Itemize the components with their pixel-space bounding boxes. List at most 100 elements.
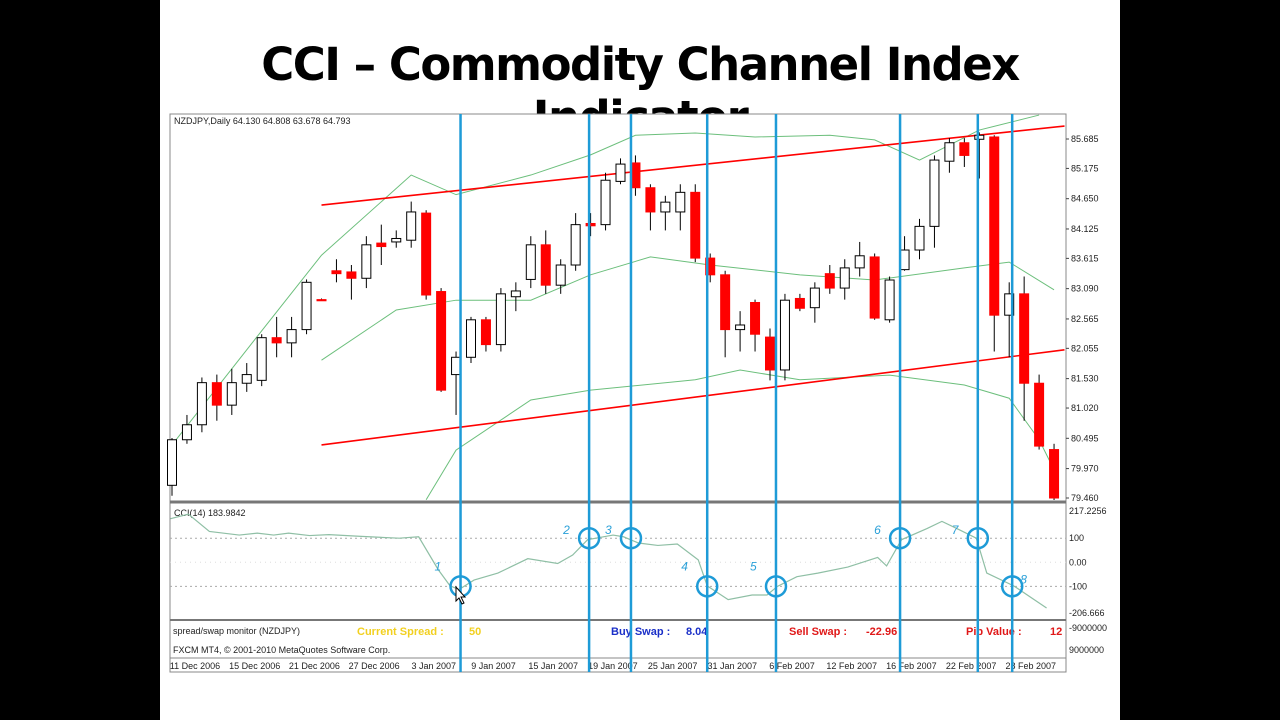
signal-circle <box>764 575 788 598</box>
cci-label: CCI(14) 183.9842 <box>174 508 246 518</box>
candle-body <box>525 244 536 280</box>
candle <box>720 270 731 358</box>
signal-circle <box>619 526 643 550</box>
candle-body <box>929 159 940 227</box>
candle-body <box>824 273 835 289</box>
candle-body <box>839 267 850 289</box>
candle-body <box>794 297 805 309</box>
candle <box>510 282 521 312</box>
candle-body <box>391 237 402 243</box>
candle <box>869 253 880 320</box>
sell-swap-value: -22.96 <box>866 626 897 638</box>
signal-marker: 6 <box>874 114 912 672</box>
candle <box>660 195 671 231</box>
signal-circle <box>966 526 990 550</box>
candle <box>540 230 551 294</box>
candle <box>286 316 297 358</box>
price-tick-label: 85.175 <box>1071 163 1099 173</box>
candle-body <box>241 374 252 384</box>
candle <box>436 288 447 392</box>
price-tick-label: 79.970 <box>1071 464 1099 474</box>
signal-number: 4 <box>681 559 688 573</box>
cci-tick-label: 0.00 <box>1069 557 1087 567</box>
price-tick-label: 83.090 <box>1071 284 1099 294</box>
candle-body <box>436 291 447 391</box>
buy-swap-value: 8.04 <box>686 626 708 638</box>
candle-body <box>495 293 506 346</box>
signal-marker: 3 <box>605 114 643 672</box>
candle <box>241 363 252 392</box>
candle-body <box>1004 293 1015 316</box>
candle <box>1004 282 1015 358</box>
signal-number: 8 <box>1020 572 1027 586</box>
candle <box>167 438 177 496</box>
candle-body <box>974 134 985 140</box>
candle-body <box>1019 293 1030 384</box>
candle-body <box>256 337 267 381</box>
signal-number: 7 <box>952 523 960 537</box>
candle-body <box>286 329 297 344</box>
price-tick-label: 85.685 <box>1071 134 1099 144</box>
signal-marker: 4 <box>681 114 719 672</box>
candle-body <box>914 225 925 251</box>
candle <box>211 374 222 421</box>
candle <box>495 288 506 352</box>
candle <box>331 259 342 283</box>
candle <box>480 316 491 352</box>
candle <box>779 293 790 381</box>
candle <box>690 184 701 263</box>
mouse-cursor-icon <box>455 585 467 605</box>
price-tick-label: 84.125 <box>1071 224 1099 234</box>
date-tick-label: 15 Jan 2007 <box>528 661 578 671</box>
candle <box>824 265 835 294</box>
date-tick-label: 19 Jan 2007 <box>588 661 638 671</box>
candle-body <box>1049 449 1060 499</box>
monitor-name: spread/swap monitor (NZDJPY) <box>173 626 300 636</box>
candle-body <box>510 290 521 298</box>
candle <box>256 334 267 387</box>
date-tick-label: 22 Feb 2007 <box>946 661 997 671</box>
candle <box>196 377 207 433</box>
candle-body <box>989 136 1000 316</box>
candle <box>854 241 865 277</box>
copyright: FXCM MT4, © 2001-2010 MetaQuotes Softwar… <box>173 645 390 655</box>
trendline-upper <box>321 125 1065 206</box>
sell-swap-label: Sell Swap : <box>789 626 847 638</box>
candle-body <box>585 222 596 227</box>
spread-value: 50 <box>469 626 481 638</box>
candle <box>525 236 536 289</box>
candle-body <box>630 162 641 189</box>
signal-circle <box>888 526 912 550</box>
candle <box>989 135 1000 352</box>
candle-body <box>660 201 671 213</box>
candle-body <box>809 287 820 309</box>
candle-body <box>779 299 790 371</box>
candle-body <box>720 274 731 331</box>
date-tick-label: 28 Feb 2007 <box>1006 661 1057 671</box>
price-tick-label: 82.565 <box>1071 314 1099 324</box>
candle <box>959 138 970 167</box>
signal-marker: 5 <box>750 114 788 672</box>
candle <box>839 259 850 300</box>
trendline-lower <box>321 348 1065 446</box>
candle-body <box>959 142 970 156</box>
candle <box>615 158 626 185</box>
signal-number: 5 <box>750 559 757 573</box>
candle-body <box>854 255 865 269</box>
price-tick-label: 83.615 <box>1071 253 1099 263</box>
candle <box>675 184 686 231</box>
chart-frame <box>169 113 1067 673</box>
candle-body <box>376 242 387 248</box>
price-tick-label: 81.020 <box>1071 403 1099 413</box>
candle <box>376 224 387 266</box>
candle <box>346 265 357 300</box>
signal-circle <box>1000 575 1024 598</box>
candle-body <box>271 337 282 344</box>
price-tick-label: 80.495 <box>1071 433 1099 443</box>
candle <box>1019 276 1030 421</box>
candle <box>884 276 895 323</box>
candle <box>466 316 476 364</box>
candle-body <box>211 382 222 406</box>
candle-body <box>675 191 686 213</box>
